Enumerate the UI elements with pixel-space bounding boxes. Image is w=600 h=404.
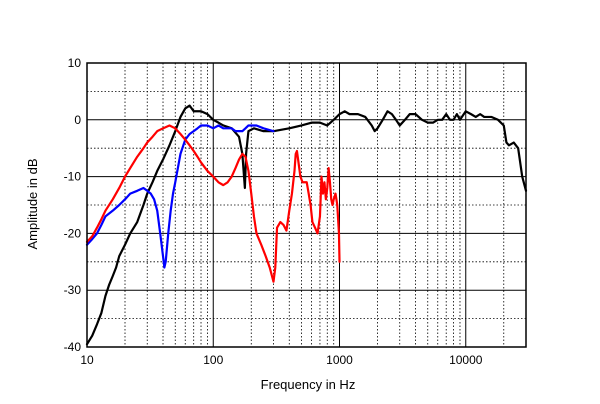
y-tick-label: -40 [64,340,82,354]
x-axis-title: Frequency in Hz [261,377,356,392]
x-tick-labels: 10 100 1000 10000 [80,353,482,367]
minor-grid [87,63,527,347]
y-tick-label: -30 [64,283,82,297]
y-tick-label: -10 [64,170,82,184]
x-tick-label: 1000 [326,353,353,367]
x-tick-label: 10 [80,353,94,367]
x-tick-label: 10000 [449,353,483,367]
x-tick-label: 100 [203,353,223,367]
series-line-3 [85,124,341,283]
y-tick-label: -20 [64,226,82,240]
series-line-1 [85,104,528,346]
y-tick-labels: 10 0 -10 -20 -30 -40 [64,56,82,354]
y-tick-label: 10 [68,56,82,70]
series-line-2 [85,124,275,269]
y-tick-label: 0 [74,113,81,127]
y-axis-title: Amplitude in dB [25,158,40,249]
plot-frame [86,62,527,348]
series-layer [85,104,528,346]
